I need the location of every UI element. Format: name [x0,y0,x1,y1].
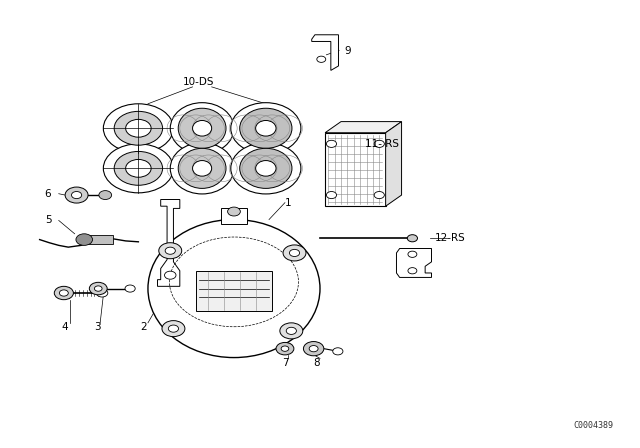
Text: 10-DS: 10-DS [183,78,214,87]
Circle shape [408,251,417,258]
Bar [221,208,246,224]
Circle shape [103,144,173,193]
Polygon shape [312,35,339,70]
Circle shape [374,140,385,147]
Circle shape [408,267,417,274]
Circle shape [76,234,93,246]
Ellipse shape [178,148,226,188]
Circle shape [125,285,135,292]
Text: 8: 8 [314,358,320,368]
Text: 5: 5 [45,215,51,225]
Circle shape [303,341,324,356]
Circle shape [114,151,163,185]
Circle shape [125,159,151,177]
Ellipse shape [170,103,234,154]
Text: 2: 2 [140,322,147,332]
Circle shape [309,345,318,352]
Text: 11- RS: 11- RS [365,139,399,149]
Circle shape [114,112,163,145]
Circle shape [72,191,82,198]
Circle shape [333,348,343,355]
Text: C0004389: C0004389 [573,421,613,430]
Ellipse shape [193,121,212,136]
Text: 4: 4 [62,322,68,332]
Text: 7: 7 [282,358,289,368]
Circle shape [97,289,108,297]
Circle shape [159,243,182,259]
Polygon shape [325,121,401,133]
Bar [84,235,113,244]
Circle shape [162,321,185,336]
Text: 9: 9 [344,46,351,56]
Polygon shape [396,249,431,277]
Circle shape [326,191,337,198]
Text: 12-RS: 12-RS [435,233,465,243]
Circle shape [317,56,326,62]
Ellipse shape [240,148,292,188]
Text: 3: 3 [94,322,100,332]
Ellipse shape [255,121,276,136]
Bar [196,271,272,311]
Circle shape [90,282,107,295]
Ellipse shape [148,220,320,358]
Circle shape [326,140,337,147]
Circle shape [164,271,176,279]
Circle shape [280,323,303,339]
Polygon shape [386,121,401,206]
Circle shape [54,286,74,300]
Circle shape [283,245,306,261]
Polygon shape [157,199,180,286]
Circle shape [228,207,241,216]
Ellipse shape [231,103,301,154]
Circle shape [289,250,300,257]
Circle shape [60,290,68,296]
Ellipse shape [170,143,234,194]
Ellipse shape [240,108,292,148]
Circle shape [65,187,88,203]
Text: 6: 6 [45,189,51,199]
Circle shape [99,190,111,199]
Circle shape [407,235,417,242]
Circle shape [286,327,296,334]
Circle shape [276,342,294,355]
Ellipse shape [178,108,226,148]
Ellipse shape [193,160,212,176]
Circle shape [125,119,151,137]
Circle shape [95,286,102,291]
Circle shape [374,191,385,198]
Circle shape [168,325,179,332]
Bar [325,133,386,206]
Circle shape [165,247,175,254]
Circle shape [281,346,289,351]
Text: 1: 1 [285,198,292,207]
Ellipse shape [231,143,301,194]
Ellipse shape [255,160,276,176]
Circle shape [103,104,173,153]
